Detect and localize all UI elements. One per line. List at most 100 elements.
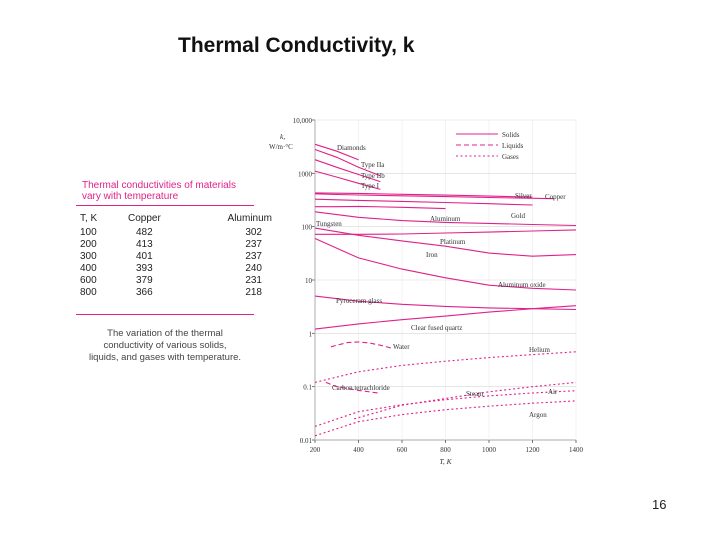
cell-aluminum: 237 — [245, 251, 262, 262]
series-line-diamonds — [314, 143, 359, 161]
header-copper: Copper — [128, 212, 161, 224]
series-label-tungsten: Tungsten — [316, 220, 342, 228]
conductivity-chart: 0.01 0.1 1 10 100 1000 10,000 200 400 600 800 1000 1… — [269, 117, 584, 466]
x-tick-label: 400 — [353, 446, 364, 454]
series-line-silver — [314, 192, 533, 198]
series-label-gold: Gold — [511, 212, 526, 220]
figure-caption-line-2: conductivity of various solids, — [103, 340, 227, 351]
cell-temperature: 600 — [80, 275, 97, 286]
series-line-gold — [314, 198, 533, 206]
conductivity-table: T, K Copper Aluminum 100 482 302 200 413… — [80, 209, 280, 299]
series-label-copper: Copper — [545, 193, 566, 201]
series-line-tungsten — [314, 211, 577, 227]
y-tick-label: 0.1 — [303, 384, 312, 392]
series-line-clear-fused-quartz — [314, 305, 577, 330]
series-line-helium — [314, 351, 577, 383]
table-caption-line-1: Thermal conductivities of materials — [82, 180, 236, 191]
page-number: 16 — [652, 497, 667, 512]
series-label-water: Water — [393, 343, 410, 351]
table-row: 400 393 240 — [80, 263, 280, 275]
cell-temperature: 400 — [80, 263, 97, 274]
cell-aluminum: 302 — [245, 227, 262, 238]
cell-temperature: 800 — [80, 287, 97, 298]
series-label-aluminum: Aluminum — [430, 215, 461, 223]
series-line-argon — [314, 400, 577, 437]
legend-label-gases: Gases — [502, 153, 519, 161]
figure-caption-line-3: liquids, and gases with temperature. — [88, 352, 242, 363]
table-row: 100 482 302 — [80, 227, 280, 239]
series-line-type-iia — [314, 148, 381, 177]
series-label-aluminum-oxide: Aluminum oxide — [498, 281, 546, 289]
cell-temperature: 200 — [80, 239, 97, 250]
x-tick-label: 1000 — [482, 446, 497, 454]
table-row: 200 413 237 — [80, 239, 280, 251]
cell-temperature: 300 — [80, 251, 97, 262]
series-line-iron — [314, 227, 577, 257]
table-caption-line-2: vary with temperature — [82, 191, 179, 202]
series-label-pyroceram-glass: Pyroceram glass — [336, 297, 382, 305]
x-tick-label: 800 — [440, 446, 451, 454]
cell-copper: 393 — [136, 263, 153, 274]
series-label-type-iib: Type IIb — [361, 172, 385, 180]
y-tick-label: 1 — [309, 330, 313, 338]
series-label-silver: Silver — [515, 192, 532, 200]
cell-copper: 366 — [136, 287, 153, 298]
series-label-steam: Steam — [466, 390, 484, 398]
x-tick-label: 1200 — [526, 446, 541, 454]
series-line-copper — [314, 193, 555, 200]
table-top-rule — [76, 205, 254, 206]
series-line-carbon-tetrachloride — [325, 381, 381, 394]
x-tick-label: 1400 — [569, 446, 584, 454]
table-row: 600 379 231 — [80, 275, 280, 287]
header-aluminum: Aluminum — [227, 212, 272, 224]
series-line-water — [330, 341, 392, 349]
series-label-type-i: Type I — [361, 182, 380, 190]
cell-aluminum: 231 — [245, 275, 262, 286]
series-line-steam — [354, 381, 577, 420]
series-label-argon: Argon — [529, 411, 547, 419]
series-line-aluminum — [315, 205, 446, 210]
series-label-diamonds: Diamonds — [337, 144, 366, 152]
cell-copper: 401 — [136, 251, 153, 262]
series-label-carbon-tetrachloride: Carbon tetrachloride — [332, 384, 390, 392]
y-tick-label: 100 — [302, 224, 313, 232]
series-label-iron: Iron — [426, 251, 438, 259]
cell-aluminum: 218 — [245, 287, 262, 298]
series-label-air: Air — [548, 388, 558, 396]
y-tick-label: 10 — [305, 277, 313, 285]
series-line-platinum — [315, 229, 577, 235]
table-header-row: T, K Copper Aluminum — [80, 209, 280, 227]
x-tick-label: 600 — [397, 446, 408, 454]
legend-label-liquids: Liquids — [502, 142, 524, 150]
table-bottom-rule — [76, 314, 254, 315]
series-label-type-iia: Type IIa — [361, 161, 385, 169]
y-axis-label-line-1: k, — [280, 132, 285, 141]
series-label-clear-fused-quartz: Clear fused quartz — [411, 324, 462, 332]
table-row: 800 366 218 — [80, 287, 280, 299]
cell-copper: 413 — [136, 239, 153, 250]
series-line-aluminum-oxide — [314, 237, 577, 291]
series-label-platinum: Platinum — [440, 238, 466, 246]
cell-aluminum: 240 — [245, 263, 262, 274]
series-line-type-iib — [314, 159, 381, 183]
cell-copper: 482 — [136, 227, 153, 238]
series-line-air — [314, 390, 577, 427]
y-tick-label: 10,000 — [293, 117, 313, 125]
cell-aluminum: 237 — [245, 239, 262, 250]
cell-temperature: 100 — [80, 227, 97, 238]
cell-copper: 379 — [136, 275, 153, 286]
figure-caption-line-1: The variation of the thermal — [107, 328, 223, 339]
x-tick-label: 200 — [310, 446, 321, 454]
table-row: 300 401 237 — [80, 251, 280, 263]
y-axis-label-line-2: W/m·°C — [269, 143, 293, 151]
figure-caption: The variation of the thermal conductivit… — [70, 328, 260, 364]
y-tick-label: 1000 — [298, 170, 313, 178]
series-line-type-i — [314, 170, 381, 190]
y-tick-label: 0.01 — [300, 437, 313, 445]
header-temperature: T, K — [80, 212, 98, 224]
slide-title: Thermal Conductivity, k — [178, 34, 415, 57]
series-label-helium: Helium — [529, 346, 551, 354]
x-axis-label: T, K — [439, 457, 452, 466]
legend-label-solids: Solids — [502, 131, 520, 139]
table-caption: Thermal conductivities of materials vary… — [82, 180, 236, 202]
